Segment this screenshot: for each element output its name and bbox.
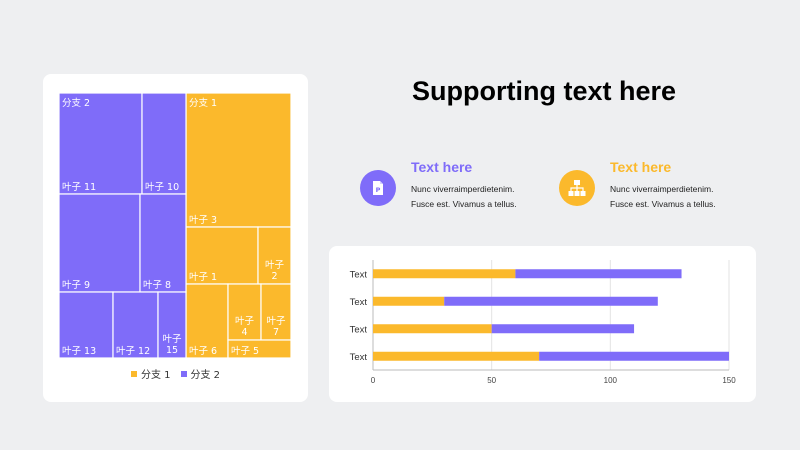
legend-swatch-branch-2 — [180, 370, 187, 377]
x-tick-label: 0 — [371, 376, 376, 385]
feature-heading-2: Text here — [610, 159, 672, 175]
treemap-leaf-label: 叶子 7 — [266, 316, 286, 338]
x-tick-label: 100 — [604, 376, 618, 385]
treemap-branch-label: 分支 1 — [189, 97, 217, 109]
feature-text-2-line-1: Nunc viverraimperdietenim. — [610, 184, 714, 194]
treemap-leaf-label: 叶子 11 — [62, 182, 96, 193]
treemap-leaf-叶子-1 — [185, 226, 259, 285]
legend-swatch-branch-1 — [130, 370, 137, 377]
hierarchy-icon — [559, 170, 595, 206]
legend-label-branch-2: 分支 2 — [190, 370, 221, 381]
treemap-leaf-叶子-10 — [141, 92, 187, 195]
treemap-leaf-label: 叶子 15 — [162, 334, 182, 356]
treemap-leaf-叶子-5 — [227, 339, 292, 359]
document-icon: P — [360, 170, 396, 206]
feature-text-1: Nunc viverraimperdietenim. Fusce est. Vi… — [411, 182, 561, 212]
bar-segment-series-2 — [539, 351, 729, 361]
feature-text-2: Nunc viverraimperdietenim. Fusce est. Vi… — [610, 182, 760, 212]
feature-block-1: P Text here Nunc viverraimperdietenim. F… — [360, 158, 550, 218]
bar-segment-series-1 — [373, 351, 540, 361]
treemap-leaf-叶子-11 — [58, 92, 143, 195]
bar-segment-series-2 — [515, 269, 682, 279]
treemap-leaf-label: 叶子 2 — [265, 260, 285, 282]
treemap-leaf-label: 叶子 3 — [189, 215, 217, 226]
treemap-leaf-叶子-13 — [58, 291, 114, 359]
treemap-leaf-label: 叶子 4 — [235, 316, 255, 338]
treemap-leaf-叶子-9 — [58, 193, 141, 293]
treemap-leaf-label: 叶子 1 — [189, 272, 217, 283]
legend-item-branch-1: 分支 1 — [130, 366, 171, 381]
feature-block-2: Text here Nunc viverraimperdietenim. Fus… — [559, 158, 749, 218]
bar-segment-series-2 — [444, 296, 658, 306]
feature-text-1-line-2: Fusce est. Vivamus a tellus. — [411, 199, 517, 209]
legend-item-branch-2: 分支 2 — [180, 366, 221, 381]
treemap-leaf-label: 叶子 5 — [231, 346, 259, 357]
treemap-leaf-叶子-8 — [139, 193, 187, 293]
treemap-branch-label: 分支 2 — [62, 97, 90, 109]
bar-segment-series-2 — [491, 324, 635, 334]
y-category-label: Text — [350, 324, 368, 335]
stacked-bar-chart: 0 50 100 150 Text Text Text Text — [350, 260, 736, 385]
svg-text:P: P — [376, 186, 381, 194]
x-gridlines — [372, 260, 730, 370]
bar-segment-series-1 — [373, 324, 492, 334]
treemap-leaf-label: 叶子 8 — [143, 280, 171, 291]
bar-chart-card: 0 50 100 150 Text Text Text Text — [329, 246, 756, 402]
y-category-label: Text — [350, 297, 368, 308]
treemap-leaf-label: 叶子 13 — [62, 346, 96, 357]
page-title: Supporting text here — [412, 76, 677, 106]
feature-heading-1: Text here — [411, 159, 473, 175]
treemap-leaf-label: 叶子 6 — [189, 346, 217, 357]
treemap-leaf-label: 叶子 9 — [62, 280, 90, 291]
treemap-card: 叶子 3 叶子 1 叶子 2 叶子 6 叶子 4 叶子 7 叶子 5 分支 1 叶子 11 叶子 10 叶… — [43, 74, 308, 402]
treemap-leaf-叶子-4 — [227, 283, 262, 341]
y-category-label: Text — [350, 269, 368, 280]
treemap-leaf-叶子-3 — [185, 92, 292, 228]
treemap-leaf-叶子-15 — [157, 291, 187, 359]
x-tick-label: 50 — [487, 376, 496, 385]
treemap-leaf-叶子-2 — [257, 226, 292, 285]
treemap-leaf-label: 叶子 12 — [116, 346, 150, 357]
x-tick-label: 150 — [722, 376, 736, 385]
feature-text-2-line-2: Fusce est. Vivamus a tellus. — [610, 199, 716, 209]
bar-segment-series-1 — [373, 269, 516, 279]
treemap-chart: 叶子 3叶子 1叶子 2叶子 6叶子 4叶子 7叶子 5分支 1叶子 11 叶子 10叶… — [58, 92, 292, 359]
treemap-leaf-label: 叶子 10 — [145, 182, 179, 193]
legend-label-branch-1: 分支 1 — [140, 370, 171, 381]
y-category-label: Text — [350, 352, 368, 363]
bar-segment-series-1 — [373, 296, 445, 306]
feature-text-1-line-1: Nunc viverraimperdietenim. — [411, 184, 515, 194]
treemap-branch-2: 叶子 11 叶子 10 叶子 9 叶子 8 叶子 13 叶子 12 叶子 15 分支 2 — [58, 92, 187, 359]
treemap-legend: 分支 1 分支 2 — [43, 366, 308, 381]
treemap-branch-1: 叶子 3 叶子 1 叶子 2 叶子 6 叶子 4 叶子 7 叶子 5 分支 1 — [185, 92, 292, 359]
x-axis-ticks: 0 50 100 150 — [371, 376, 736, 385]
